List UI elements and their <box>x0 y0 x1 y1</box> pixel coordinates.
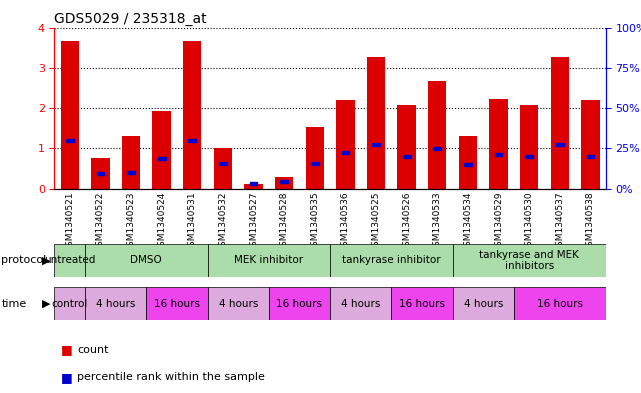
Bar <box>91 158 110 189</box>
Bar <box>330 244 453 277</box>
Text: MEK inhibitor: MEK inhibitor <box>235 255 303 265</box>
Text: 4 hours: 4 hours <box>219 299 258 309</box>
Bar <box>158 157 165 160</box>
Bar <box>330 287 392 320</box>
Text: percentile rank within the sample: percentile rank within the sample <box>77 372 265 382</box>
Bar <box>464 163 472 166</box>
Bar <box>453 244 606 277</box>
Text: GDS5029 / 235318_at: GDS5029 / 235318_at <box>54 13 207 26</box>
Bar <box>54 287 85 320</box>
Text: ■: ■ <box>61 343 72 356</box>
Text: tankyrase inhibitor: tankyrase inhibitor <box>342 255 440 265</box>
Bar <box>244 184 263 189</box>
Text: 16 hours: 16 hours <box>399 299 445 309</box>
Bar <box>520 105 538 189</box>
Bar <box>337 100 354 189</box>
Text: untreated: untreated <box>44 255 96 265</box>
Bar <box>514 287 606 320</box>
Bar <box>397 105 416 189</box>
Bar <box>66 139 74 142</box>
Text: 16 hours: 16 hours <box>154 299 200 309</box>
Bar <box>85 244 208 277</box>
Bar <box>372 143 380 146</box>
Text: ■: ■ <box>61 371 72 384</box>
Bar <box>208 244 330 277</box>
Bar <box>306 127 324 189</box>
Bar <box>342 151 349 154</box>
Bar <box>127 171 135 174</box>
Text: 16 hours: 16 hours <box>537 299 583 309</box>
Bar <box>433 147 441 150</box>
Bar <box>311 162 319 165</box>
Bar <box>219 162 227 165</box>
Bar <box>122 136 140 189</box>
Text: count: count <box>77 345 108 355</box>
Bar <box>367 57 385 189</box>
Bar <box>587 155 594 158</box>
Bar <box>489 99 508 189</box>
Bar <box>453 287 514 320</box>
Text: control: control <box>52 299 88 309</box>
Bar <box>403 155 410 158</box>
Bar <box>153 111 171 189</box>
Bar <box>581 100 599 189</box>
Bar <box>54 244 85 277</box>
Bar <box>208 287 269 320</box>
Bar <box>428 81 447 189</box>
Text: protocol: protocol <box>1 255 47 265</box>
Bar <box>269 287 330 320</box>
Text: ▶: ▶ <box>42 255 51 265</box>
Bar <box>392 287 453 320</box>
Bar <box>85 287 146 320</box>
Bar <box>495 153 503 156</box>
Text: DMSO: DMSO <box>131 255 162 265</box>
Bar <box>526 155 533 158</box>
Text: 16 hours: 16 hours <box>276 299 322 309</box>
Text: time: time <box>1 299 26 309</box>
Bar <box>556 143 563 146</box>
Bar <box>280 180 288 183</box>
Text: 4 hours: 4 hours <box>341 299 380 309</box>
Text: 4 hours: 4 hours <box>463 299 503 309</box>
Bar <box>188 139 196 142</box>
Bar <box>459 136 477 189</box>
Text: 4 hours: 4 hours <box>96 299 135 309</box>
Bar <box>551 57 569 189</box>
Bar <box>275 176 294 189</box>
Bar <box>250 182 258 185</box>
Bar <box>61 41 79 189</box>
Bar <box>183 41 201 189</box>
Bar <box>213 148 232 189</box>
Bar <box>97 172 104 175</box>
Text: tankyrase and MEK
inhibitors: tankyrase and MEK inhibitors <box>479 250 579 271</box>
Bar <box>146 287 208 320</box>
Text: ▶: ▶ <box>42 299 51 309</box>
